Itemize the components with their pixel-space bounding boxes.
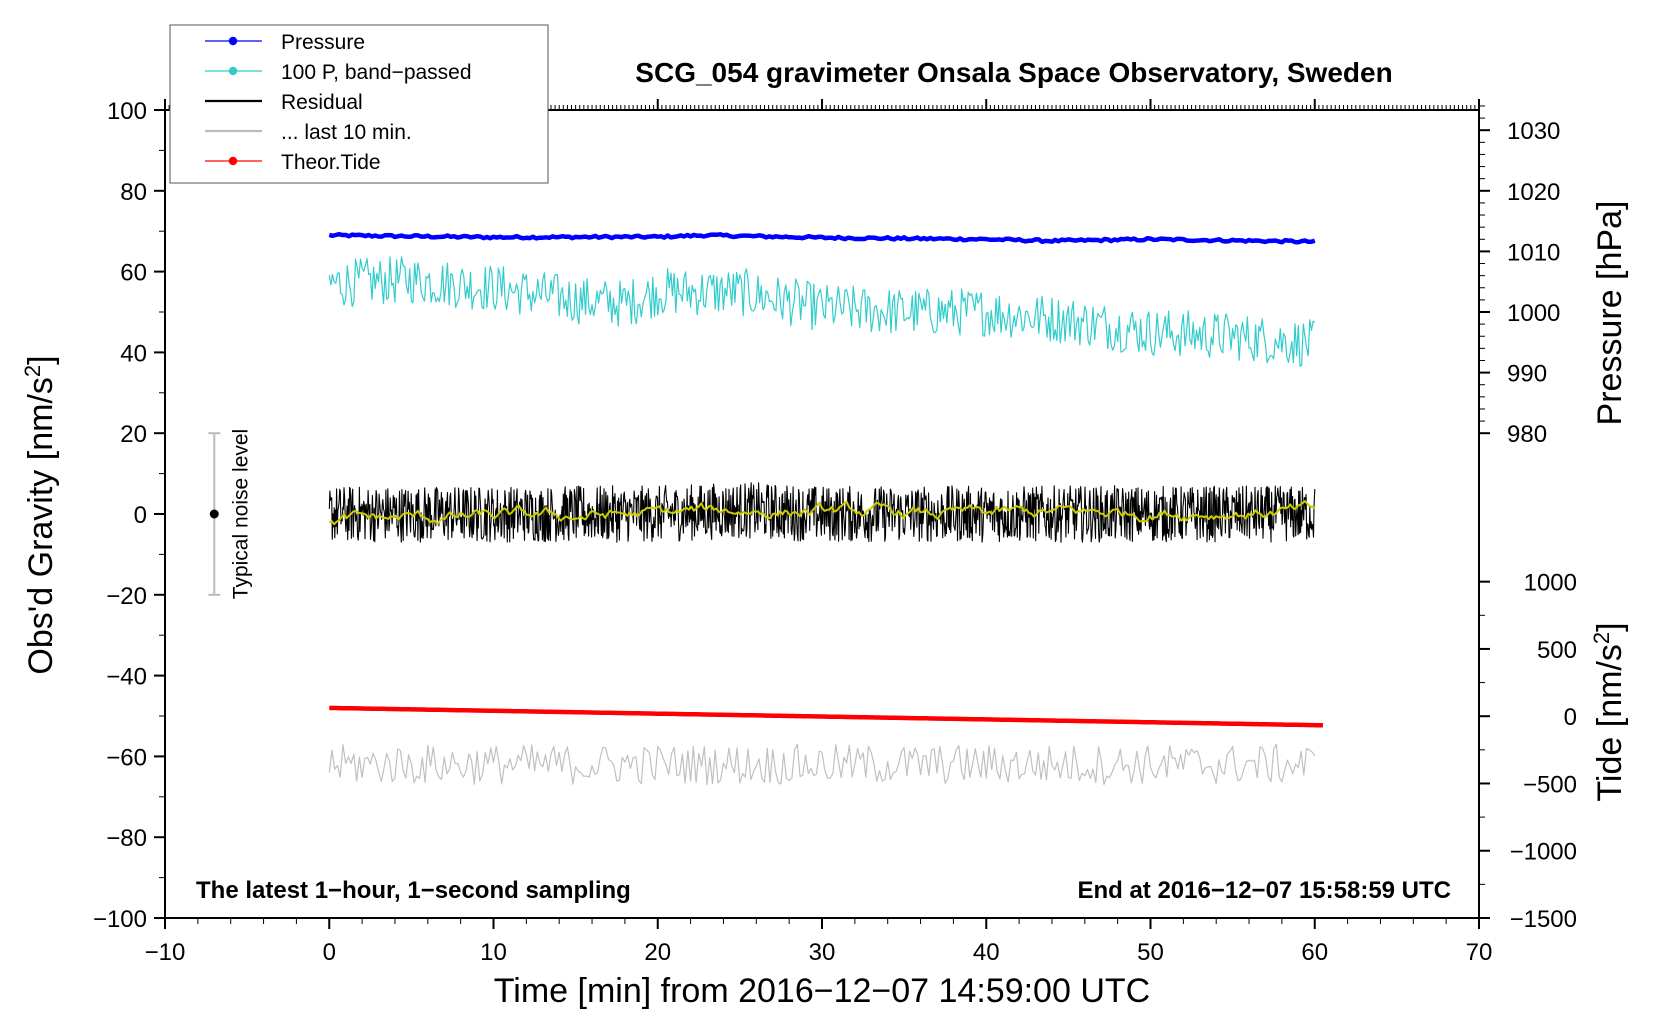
noise-bar-center	[209, 509, 219, 519]
pressure-tick-label: 1030	[1507, 118, 1560, 145]
x-tick-label: 70	[1466, 939, 1493, 966]
y-tick-label: −100	[93, 906, 147, 933]
y-axis-label-pressure: Pressure [hPa]	[1591, 201, 1629, 426]
pressure-tick-label: 1010	[1507, 239, 1560, 266]
series-100-p-band-passed	[328, 256, 1316, 367]
legend-label: ... last 10 min.	[281, 121, 412, 144]
legend-box	[169, 24, 549, 184]
annotation-end-time: End at 2016−12−07 15:58:59 UTC	[1077, 877, 1451, 904]
x-tick-label: 40	[973, 939, 1000, 966]
y-tick-label: −40	[106, 664, 147, 691]
tide-tick-label: 500	[1537, 637, 1577, 664]
legend-label: Residual	[281, 91, 363, 114]
y-tick-label: 80	[120, 179, 147, 206]
tide-tick-label: −1500	[1510, 906, 1577, 933]
y-axis-label-gravity: Obs'd Gravity [nm/s2]	[20, 355, 60, 674]
tide-tick-label: −1000	[1510, 839, 1577, 866]
y-tick-label: −80	[106, 825, 147, 852]
noise-bar: Typical noise level	[208, 429, 252, 599]
legend-label: Pressure	[281, 31, 365, 54]
x-tick-label: 10	[480, 939, 507, 966]
x-tick-label: 30	[809, 939, 836, 966]
pressure-tick-label: 1020	[1507, 179, 1560, 206]
x-tick-label: 20	[644, 939, 671, 966]
legend-marker	[228, 66, 238, 76]
y-tick-label: 0	[134, 502, 147, 529]
pressure-tick-label: 1000	[1507, 300, 1560, 327]
data-series	[328, 231, 1324, 786]
x-tick-label: 0	[323, 939, 336, 966]
series-pressure	[328, 231, 1316, 245]
noise-bar-label: Typical noise level	[229, 429, 252, 599]
y-axis-label-tide: Tide [nm/s2]	[1589, 622, 1629, 801]
tide-tick-label: 0	[1564, 704, 1577, 731]
tide-tick-label: 1000	[1524, 570, 1577, 597]
series-last-10-min	[328, 743, 1316, 786]
legend-label: Theor.Tide	[281, 151, 381, 174]
x-tick-label: −10	[145, 939, 186, 966]
legend-label: 100 P, band−passed	[281, 61, 472, 84]
pressure-tick-label: 990	[1507, 361, 1547, 388]
y-tick-label: −20	[106, 583, 147, 610]
y-tick-label: 100	[107, 98, 147, 125]
y-tick-label: −60	[106, 744, 147, 771]
legend: Pressure 100 P, band−passed Residual ... la…	[169, 24, 549, 184]
x-tick-label: 50	[1137, 939, 1164, 966]
chart-title: SCG_054 gravimeter Onsala Space Observat…	[635, 57, 1392, 88]
y-tick-label: 60	[120, 260, 147, 287]
legend-marker	[228, 36, 238, 46]
x-axis-label: Time [min] from 2016−12−07 14:59:00 UTC	[494, 972, 1150, 1010]
y-tick-label: 40	[120, 340, 147, 367]
tide-tick-label: −500	[1523, 771, 1577, 798]
annotation-sampling: The latest 1−hour, 1−second sampling	[196, 877, 631, 904]
series-residual-smoothed	[328, 500, 1316, 526]
x-tick-label: 60	[1301, 939, 1328, 966]
legend-marker	[228, 156, 238, 166]
y-tick-label: 20	[120, 421, 147, 448]
pressure-tick-label: 980	[1507, 421, 1547, 448]
series-theor-tide	[329, 705, 1324, 728]
